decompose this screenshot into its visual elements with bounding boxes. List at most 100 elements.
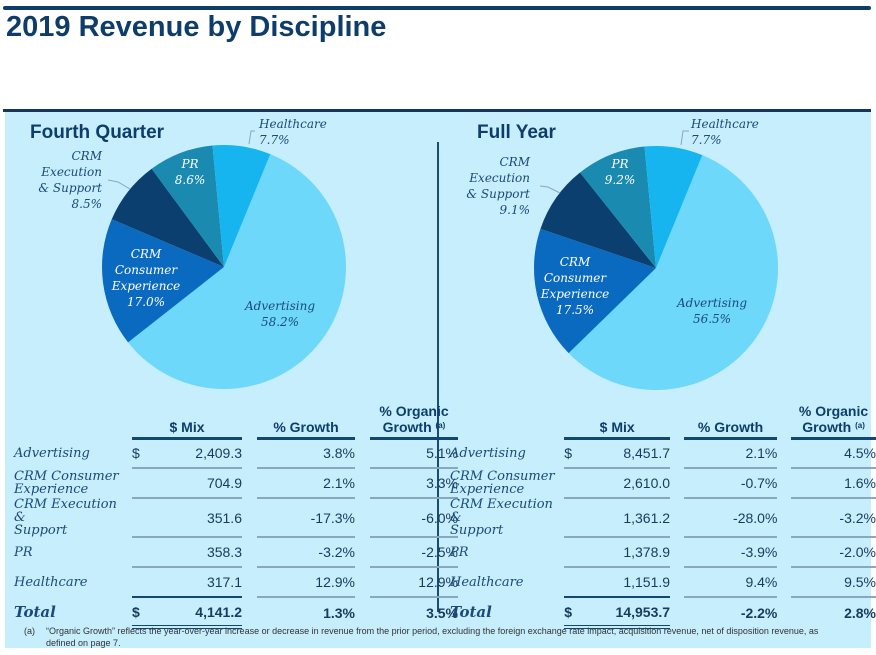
dollar-sign: $ — [564, 597, 591, 629]
panel-top-rule — [3, 109, 871, 112]
fy-slice-crm-consumer-experience — [533, 228, 656, 354]
cell-organic-growth: 1.6% — [791, 468, 876, 499]
row-label: CRM Consumer Experience — [450, 469, 555, 497]
cell-organic-growth: 3.3% — [370, 468, 458, 499]
table-row: CRM Consumer Experience 704.9 2.1% 3.3% — [14, 468, 458, 499]
q4-slice-crm-execution-support — [111, 168, 224, 267]
dollar-sign: $ — [132, 597, 160, 629]
cell-organic-growth: -2.5% — [370, 537, 458, 568]
dollar-sign — [564, 498, 591, 538]
cell-mix: 351.6 — [160, 498, 242, 538]
table-row-total: Total $14,953.7 -2.2% 2.8% — [450, 597, 876, 629]
footnote-text-line1: “Organic Growth” reflects the year-over-… — [46, 626, 819, 636]
row-label: CRM Execution & Support — [450, 497, 553, 538]
dollar-sign — [564, 567, 591, 598]
pie-label-q4-healthcare: Healthcare 7.7% — [259, 117, 327, 147]
header-spacer — [450, 400, 564, 438]
table-row: CRM Execution & Support 1,361.2 -28.0% -3.2… — [450, 497, 876, 538]
q4-slice-crm-consumer-experience — [102, 219, 224, 343]
header-organic-growth: % Organic Growth (a) — [370, 400, 458, 440]
pie-label-fy-crm-execution: CRM Execution & Support 9.1% — [466, 155, 530, 217]
cell-organic-growth: -2.0% — [791, 537, 876, 568]
cell-organic-growth: 9.5% — [791, 567, 876, 598]
q4-slice-pr — [151, 145, 224, 267]
table-row: PR 358.3 -3.2% -2.5% — [14, 537, 458, 568]
table-row: Advertising $2,409.3 3.8% 5.1% — [14, 438, 458, 469]
dollar-sign — [564, 537, 591, 568]
header-growth: % Growth — [257, 400, 355, 440]
pie-label-fy-crm-consumer: CRM Consumer Experience 17.5% — [540, 255, 610, 317]
q4-leader-crm-execution — [107, 179, 131, 190]
dollar-sign: $ — [564, 438, 591, 469]
table-row: Healthcare 1,151.9 9.4% 9.5% — [450, 567, 876, 598]
cell-growth: 2.1% — [257, 468, 355, 499]
cell-growth: -17.3% — [257, 498, 355, 538]
cell-growth: 3.8% — [257, 438, 355, 469]
header-mix: $ Mix — [132, 400, 242, 440]
row-label: PR — [14, 544, 33, 560]
dollar-sign — [132, 498, 160, 538]
fy-slice-pr — [580, 146, 656, 268]
pie-label-q4-crm-execution: CRM Execution & Support 8.5% — [38, 149, 102, 211]
top-rule — [3, 6, 871, 10]
cell-growth-total: 1.3% — [323, 604, 355, 621]
dollar-sign — [132, 567, 160, 598]
fy-slice-advertising — [568, 155, 778, 390]
cell-growth: -28.0% — [683, 498, 778, 538]
cell-mix: 1,378.9 — [590, 537, 671, 568]
section-title-full-year: Full Year — [477, 122, 556, 143]
table-row: CRM Execution & Support 351.6 -17.3% -6.0% — [14, 498, 458, 538]
fy-leader-crm-execution — [539, 185, 561, 194]
cell-growth: -0.7% — [683, 468, 778, 499]
dollar-sign — [132, 468, 160, 499]
row-label-total: Total — [14, 602, 56, 621]
header-spacer — [14, 400, 132, 438]
row-label: Advertising — [14, 445, 90, 461]
cell-growth: -3.9% — [683, 537, 778, 568]
cell-growth: 2.1% — [683, 438, 778, 469]
table-row-total: Total $4,141.2 1.3% 3.5% — [14, 597, 458, 629]
cell-organic-growth: -6.0% — [370, 498, 458, 538]
pie-label-q4-advertising: Advertising 58.2% — [244, 299, 316, 329]
cell-mix: 2,610.0 — [590, 468, 671, 499]
cell-mix: 358.3 — [160, 537, 242, 568]
row-label: Healthcare — [450, 574, 524, 590]
cell-growth: 12.9% — [257, 567, 355, 598]
fy-leader-healthcare — [680, 130, 689, 146]
revenue-table-full-year: $ Mix% Growth% Organic Growth (a) Advertis… — [450, 400, 876, 629]
dollar-sign: $ — [132, 438, 160, 469]
cell-growth-total: -2.2% — [740, 604, 778, 621]
cell-organic-growth-total: 2.8% — [844, 604, 876, 621]
cell-mix: 2,409.3 — [160, 438, 242, 469]
cell-mix: 317.1 — [160, 567, 242, 598]
row-label: PR — [450, 544, 469, 560]
cell-mix: 704.9 — [160, 468, 242, 499]
cell-organic-growth: 4.5% — [791, 438, 876, 469]
cell-growth: 9.4% — [683, 567, 778, 598]
q4-leader-healthcare — [248, 130, 255, 145]
row-label: Advertising — [450, 445, 526, 461]
header-mix: $ Mix — [564, 400, 671, 440]
page-title: 2019 Revenue by Discipline — [6, 11, 387, 43]
cell-mix: 8,451.7 — [590, 438, 671, 469]
row-label-total: Total — [450, 602, 492, 621]
cell-organic-growth: -3.2% — [791, 498, 876, 538]
pie-label-q4-crm-consumer: CRM Consumer Experience 17.0% — [111, 247, 181, 309]
row-label: Healthcare — [14, 574, 88, 590]
revenue-table-fourth-quarter: $ Mix% Growth% Organic Growth (a) Advertis… — [14, 400, 458, 629]
section-title-fourth-quarter: Fourth Quarter — [30, 122, 165, 143]
pie-label-fy-pr: PR 9.2% — [604, 157, 636, 187]
table-row: PR 1,378.9 -3.9% -2.0% — [450, 537, 876, 568]
fy-slice-crm-execution-support — [540, 172, 656, 268]
pie-label-q4-pr: PR 8.6% — [174, 157, 206, 187]
cell-organic-growth-total: 3.5% — [426, 604, 458, 621]
footnote: (a) “Organic Growth” reflects the year-ov… — [24, 625, 818, 649]
cell-organic-growth: 5.1% — [370, 438, 458, 469]
cell-growth: -3.2% — [257, 537, 355, 568]
pie-label-fy-advertising: Advertising 56.5% — [676, 296, 748, 326]
table-row: Healthcare 317.1 12.9% 12.9% — [14, 567, 458, 598]
table-row: Advertising $8,451.7 2.1% 4.5% — [450, 438, 876, 469]
footnote-text-line2: defined on page 7. — [46, 638, 121, 648]
footnote-mark: (a) — [24, 626, 35, 636]
